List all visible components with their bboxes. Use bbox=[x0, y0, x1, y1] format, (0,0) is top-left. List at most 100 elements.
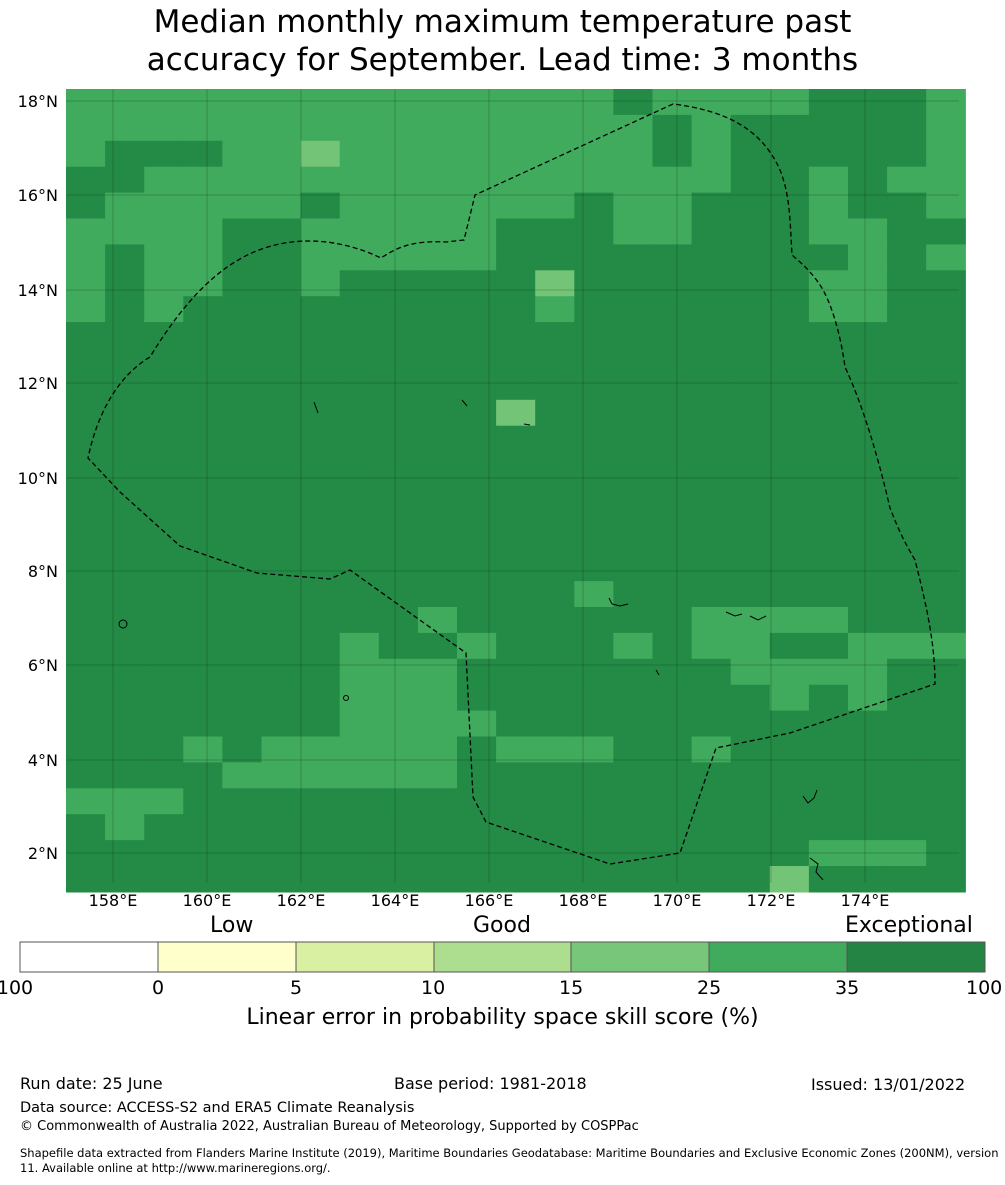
grid-cell bbox=[926, 218, 966, 245]
grid-cell bbox=[261, 140, 302, 168]
grid-cell bbox=[144, 425, 184, 453]
grid-cell bbox=[300, 322, 341, 349]
grid-cell bbox=[378, 373, 419, 401]
grid-cell bbox=[926, 555, 966, 582]
grid-cell bbox=[848, 140, 888, 168]
grid-cell bbox=[339, 710, 380, 738]
grid-cell bbox=[926, 866, 966, 893]
grid-cell bbox=[496, 866, 536, 893]
eez-boundary bbox=[87, 103, 936, 865]
grid-cell bbox=[926, 244, 966, 271]
grid-cell bbox=[574, 425, 614, 453]
grid-cell bbox=[339, 866, 380, 893]
grid-cell bbox=[417, 218, 458, 245]
grid-cell bbox=[574, 296, 614, 323]
grid-cell bbox=[691, 581, 732, 608]
grid-cell bbox=[339, 762, 380, 789]
grid-cell bbox=[848, 503, 888, 530]
grid-cell bbox=[691, 425, 732, 453]
grid-cell bbox=[339, 503, 380, 530]
grid-cell bbox=[417, 373, 458, 401]
island bbox=[802, 789, 818, 804]
grid-cell bbox=[105, 684, 145, 712]
colorbar-tick: 5 bbox=[290, 977, 303, 999]
grid-cell bbox=[535, 451, 575, 479]
grid-cell bbox=[496, 736, 536, 763]
grid-cell bbox=[66, 710, 106, 738]
grid-cell bbox=[535, 348, 575, 375]
grid-cell bbox=[691, 710, 732, 738]
grid-cell bbox=[300, 840, 341, 867]
grid-cell bbox=[339, 840, 380, 867]
grid-cell bbox=[887, 555, 927, 582]
grid-cell bbox=[887, 840, 927, 867]
grid-cell bbox=[417, 399, 458, 427]
grid-cell bbox=[144, 114, 184, 142]
grid-cell bbox=[144, 658, 184, 686]
grid-cell bbox=[222, 866, 263, 893]
grid-cell bbox=[261, 322, 302, 349]
grid-cell bbox=[574, 529, 614, 556]
grid-cell bbox=[730, 529, 771, 556]
grid-cell bbox=[691, 788, 732, 815]
grid-cell bbox=[339, 348, 380, 375]
grid-cell bbox=[457, 555, 497, 582]
grid-cell bbox=[574, 710, 614, 738]
grid-cell bbox=[261, 529, 302, 556]
grid-cell bbox=[691, 607, 732, 634]
grid-cell bbox=[652, 477, 693, 504]
grid-cell bbox=[66, 814, 106, 841]
grid-cell bbox=[652, 399, 693, 427]
grid-cell bbox=[887, 762, 927, 789]
grid-cell bbox=[652, 866, 693, 893]
grid-cell bbox=[222, 425, 263, 453]
grid-cell bbox=[339, 529, 380, 556]
x-tick-label: 172°E bbox=[747, 891, 796, 910]
grid-cell bbox=[613, 244, 654, 271]
grid-cell bbox=[926, 270, 966, 297]
grid-cell bbox=[574, 607, 614, 634]
grid-cell bbox=[300, 581, 341, 608]
grid-cell bbox=[457, 710, 497, 738]
grid-cell bbox=[769, 762, 810, 789]
grid-cell bbox=[652, 684, 693, 712]
grid-cell bbox=[222, 762, 263, 789]
grid-cell bbox=[574, 89, 614, 116]
grid-cell bbox=[222, 244, 263, 271]
grid-cell bbox=[496, 373, 536, 401]
grid-cell bbox=[730, 296, 771, 323]
grid-cell bbox=[574, 166, 614, 194]
grid-cell bbox=[652, 89, 693, 116]
grid-cell bbox=[652, 218, 693, 245]
grid-cell bbox=[261, 710, 302, 738]
grid-cell bbox=[105, 632, 145, 660]
grid-cell bbox=[730, 218, 771, 245]
grid-cell bbox=[457, 658, 497, 686]
island bbox=[118, 619, 128, 629]
grid-cell bbox=[691, 632, 732, 660]
grid-cell bbox=[339, 684, 380, 712]
grid-cell bbox=[457, 632, 497, 660]
grid-cell bbox=[417, 451, 458, 479]
grid-cell bbox=[144, 866, 184, 893]
grid-cell bbox=[769, 166, 810, 194]
grid-cell bbox=[105, 658, 145, 686]
grid-cell bbox=[417, 322, 458, 349]
grid-cell bbox=[496, 607, 536, 634]
grid-cell bbox=[378, 529, 419, 556]
grid-cell bbox=[808, 373, 849, 401]
grid-cell bbox=[730, 399, 771, 427]
grid-cell bbox=[496, 322, 536, 349]
grid-cell bbox=[926, 166, 966, 194]
grid-cell bbox=[222, 658, 263, 686]
grid-cell bbox=[222, 451, 263, 479]
grid-cell bbox=[887, 788, 927, 815]
grid-cell bbox=[887, 296, 927, 323]
grid-cell bbox=[769, 373, 810, 401]
grid-cell bbox=[66, 114, 106, 142]
grid-cell bbox=[691, 270, 732, 297]
grid-cell bbox=[339, 632, 380, 660]
grid-cell bbox=[887, 814, 927, 841]
grid-cell bbox=[808, 140, 849, 168]
grid-cell bbox=[144, 503, 184, 530]
